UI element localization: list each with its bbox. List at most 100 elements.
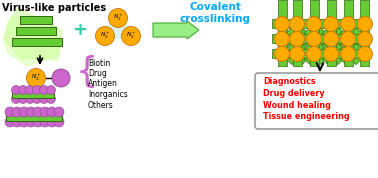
Circle shape bbox=[307, 17, 322, 32]
Bar bbox=[287, 27, 308, 49]
Text: Wound healing: Wound healing bbox=[263, 101, 331, 109]
Bar bbox=[293, 0, 302, 66]
Text: $N_2^+$: $N_2^+$ bbox=[31, 72, 41, 83]
Bar bbox=[341, 43, 362, 65]
Bar bbox=[6, 113, 62, 121]
Circle shape bbox=[46, 85, 56, 95]
Bar bbox=[287, 27, 308, 49]
Circle shape bbox=[19, 95, 28, 103]
Text: $N_2^+$: $N_2^+$ bbox=[113, 12, 123, 23]
Text: Covalent
crosslinking: Covalent crosslinking bbox=[180, 2, 251, 24]
Circle shape bbox=[33, 95, 42, 103]
Circle shape bbox=[40, 107, 50, 117]
Bar bbox=[272, 19, 370, 28]
Circle shape bbox=[46, 95, 56, 103]
Bar bbox=[12, 38, 62, 46]
Bar bbox=[304, 43, 325, 65]
Circle shape bbox=[341, 32, 355, 46]
Circle shape bbox=[5, 117, 15, 127]
Text: Diagnostics: Diagnostics bbox=[263, 77, 316, 87]
Circle shape bbox=[307, 32, 322, 46]
Circle shape bbox=[324, 46, 339, 62]
Bar bbox=[341, 27, 362, 49]
Circle shape bbox=[12, 107, 22, 117]
Text: Biotin: Biotin bbox=[88, 59, 110, 67]
Bar bbox=[322, 43, 344, 65]
Circle shape bbox=[52, 69, 70, 87]
Circle shape bbox=[290, 17, 305, 32]
Bar bbox=[304, 27, 325, 49]
Circle shape bbox=[358, 46, 372, 62]
Circle shape bbox=[33, 107, 43, 117]
Polygon shape bbox=[5, 8, 62, 60]
Circle shape bbox=[39, 85, 48, 95]
Bar bbox=[278, 0, 287, 66]
Circle shape bbox=[290, 32, 305, 46]
Bar bbox=[272, 34, 370, 43]
Circle shape bbox=[341, 17, 355, 32]
Circle shape bbox=[12, 117, 22, 127]
Circle shape bbox=[39, 95, 48, 103]
Circle shape bbox=[274, 32, 290, 46]
Bar bbox=[327, 0, 336, 66]
Circle shape bbox=[5, 107, 15, 117]
Text: Virus-like particles: Virus-like particles bbox=[2, 3, 106, 13]
Text: $N_2^+$: $N_2^+$ bbox=[126, 30, 136, 41]
Text: Drug delivery: Drug delivery bbox=[263, 89, 325, 98]
Circle shape bbox=[274, 46, 290, 62]
Circle shape bbox=[26, 107, 36, 117]
Circle shape bbox=[33, 85, 42, 95]
Circle shape bbox=[54, 117, 64, 127]
Circle shape bbox=[25, 95, 34, 103]
Text: Others: Others bbox=[88, 101, 114, 109]
Circle shape bbox=[274, 17, 290, 32]
Text: +: + bbox=[73, 21, 87, 39]
Circle shape bbox=[358, 17, 372, 32]
Circle shape bbox=[19, 107, 29, 117]
Circle shape bbox=[324, 32, 339, 46]
Circle shape bbox=[307, 46, 322, 62]
Bar bbox=[20, 16, 52, 24]
Text: Drug: Drug bbox=[88, 69, 107, 78]
Bar bbox=[341, 43, 362, 65]
FancyBboxPatch shape bbox=[255, 73, 378, 129]
Bar bbox=[287, 43, 308, 65]
Circle shape bbox=[26, 69, 45, 88]
Bar bbox=[16, 27, 56, 35]
Text: {: { bbox=[76, 55, 98, 89]
Circle shape bbox=[33, 117, 43, 127]
Circle shape bbox=[11, 85, 20, 95]
Circle shape bbox=[54, 107, 64, 117]
Circle shape bbox=[290, 46, 305, 62]
Bar bbox=[12, 91, 54, 98]
Circle shape bbox=[358, 32, 372, 46]
Circle shape bbox=[47, 107, 57, 117]
Bar bbox=[287, 43, 308, 65]
Bar bbox=[304, 43, 325, 65]
Bar bbox=[322, 27, 344, 49]
Circle shape bbox=[121, 27, 141, 46]
Circle shape bbox=[25, 85, 34, 95]
Bar bbox=[272, 49, 370, 58]
Circle shape bbox=[96, 27, 115, 46]
Circle shape bbox=[19, 117, 29, 127]
Circle shape bbox=[11, 95, 20, 103]
Ellipse shape bbox=[103, 23, 133, 39]
FancyArrow shape bbox=[153, 21, 199, 39]
Bar bbox=[322, 27, 344, 49]
Bar bbox=[310, 0, 319, 66]
Text: Inorganics: Inorganics bbox=[88, 90, 128, 99]
Bar bbox=[304, 27, 325, 49]
Text: Antigen: Antigen bbox=[88, 80, 118, 88]
Bar bbox=[341, 27, 362, 49]
Text: $N_2^+$: $N_2^+$ bbox=[100, 30, 110, 41]
Circle shape bbox=[108, 9, 127, 27]
Circle shape bbox=[40, 117, 50, 127]
Polygon shape bbox=[3, 16, 60, 66]
Circle shape bbox=[26, 117, 36, 127]
Bar bbox=[344, 0, 353, 66]
Circle shape bbox=[47, 117, 57, 127]
Text: Tissue engineering: Tissue engineering bbox=[263, 112, 350, 121]
Circle shape bbox=[341, 46, 355, 62]
Circle shape bbox=[324, 17, 339, 32]
